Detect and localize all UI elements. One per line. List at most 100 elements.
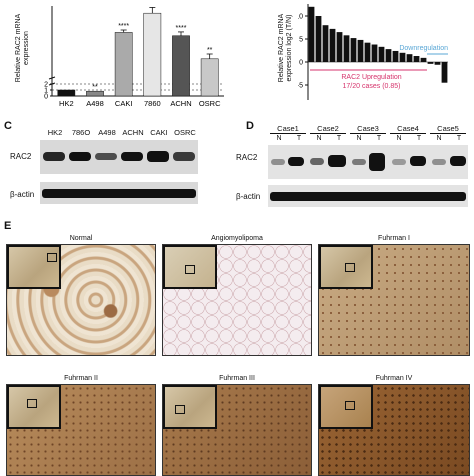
blot-band [95,153,117,160]
inset-region-box [175,405,185,414]
blot-band [271,159,285,165]
panel-c-row2-label: β-actin [10,190,35,199]
case-label: Case2 [310,124,346,134]
inset-region-box [185,265,195,274]
bar [420,57,427,62]
ihc-inset [7,245,61,289]
lane-label: 786O [71,128,91,137]
x-tick-label: 7860 [144,99,161,108]
y-tick-label: -5 [298,83,303,90]
ihc-title: Fuhrman III [219,375,255,382]
ihc-title: Normal [69,235,93,242]
ihc-title: Fuhrman II [64,375,98,382]
upregulation-cases-label: 17/20 cases (0.85) [343,83,401,90]
y-tick-label: 5 [299,37,303,44]
lane-label: HK2 [47,128,63,137]
y-tick-label: 1 [44,88,48,95]
axis-break [48,76,56,80]
nt-label: T [456,135,462,142]
ihc-title: Fuhrman I [378,235,410,242]
significance-label: ** [92,84,98,91]
ihc-image-fuhrman-iv: Fuhrman IV [318,375,470,476]
case-label: Case3 [350,124,386,134]
lane-label: ACHN [122,128,144,137]
panel-c-letter: C [4,120,12,132]
bar [378,46,385,62]
nt-label: N [316,135,322,142]
bar [322,25,329,62]
blot-band [270,192,466,201]
significance-label: ** [207,47,213,54]
bar [57,89,76,97]
downregulation-label: Downregulation [399,45,448,52]
y-tick-label: 10 [298,14,303,21]
panel-a-ylabel: Relative RAC2 mRNA expression [15,3,31,93]
panel-b-ylabel-line1: Relative RAC2 mRNA [278,13,285,83]
blot-band [392,159,406,165]
x-tick-label: CAKI [115,99,133,108]
bar [399,52,406,62]
nt-label: N [436,135,442,142]
ihc-image-fuhrman-iii: Fuhrman III [162,375,312,476]
panel-b-ylabel: Relative RAC2 mRNA expression log2 (T/N) [278,0,294,98]
ihc-inset [163,385,217,429]
panel-d-letter: D [246,120,254,132]
panel-b-chart: 10 5 0 -5 Downregulation RAC2 Upregulation 17/… [298,4,448,100]
case-label: Case5 [430,124,466,134]
blot-band [121,152,143,161]
ihc-inset [319,245,373,289]
nt-label: N [276,135,282,142]
x-tick-label: OSRC [199,99,221,108]
bar [392,50,399,62]
panel-d-row2-label: β-actin [236,192,261,201]
blot-band [43,152,65,161]
y-tick-label: 2 [44,82,48,89]
y-tick-label: 0 [44,94,48,101]
x-tick-label: HK2 [59,99,74,108]
panel-c-actin-blot [40,182,198,204]
blot-band [369,153,385,171]
bar [406,54,413,62]
bar [86,90,104,97]
panel-d-rac2-blot [268,145,468,179]
nt-label: N [356,135,362,142]
bar [143,12,162,97]
blot-band [450,156,466,166]
x-tick-label: ACHN [170,99,191,108]
bar [364,42,371,62]
panel-d-actin-blot [268,185,468,207]
panel-c-rac2-blot [40,140,198,174]
x-tick-label: A498 [86,99,104,108]
blot-band [328,155,346,167]
ihc-inset [163,245,217,289]
bar [441,62,448,83]
bar [385,49,392,62]
ihc-title: Fuhrman IV [375,375,413,382]
y-tick-label: 0 [299,60,303,67]
blot-band [310,158,324,165]
significance-label: **** [176,25,187,32]
panel-a-ylabel-line1: Relative RAC2 mRNA [15,13,22,83]
blot-band [173,152,195,161]
bar [308,6,315,63]
blot-band [288,157,304,166]
case-label: Case1 [270,124,306,134]
bar [114,32,133,97]
nt-label: T [336,135,342,142]
lane-label: A498 [98,128,116,137]
bar [336,32,343,62]
bar [172,35,190,97]
nt-label: T [416,135,422,142]
panel-a-ylabel-line2: expression [23,31,30,65]
ihc-image-angiomyolipoma: Angiomyolipoma [162,235,312,356]
nt-label: T [296,135,302,142]
inset-region-box [345,401,355,410]
blot-band [147,151,169,162]
panel-b-ylabel-line2: expression log2 (T/N) [286,14,293,82]
panel-d-row1-label: RAC2 [236,153,258,162]
panel-c-row1-label: RAC2 [10,152,32,161]
bar [357,39,364,62]
lane-label: OSRC [174,128,196,137]
bar [371,44,378,62]
inset-region-box [27,399,37,408]
